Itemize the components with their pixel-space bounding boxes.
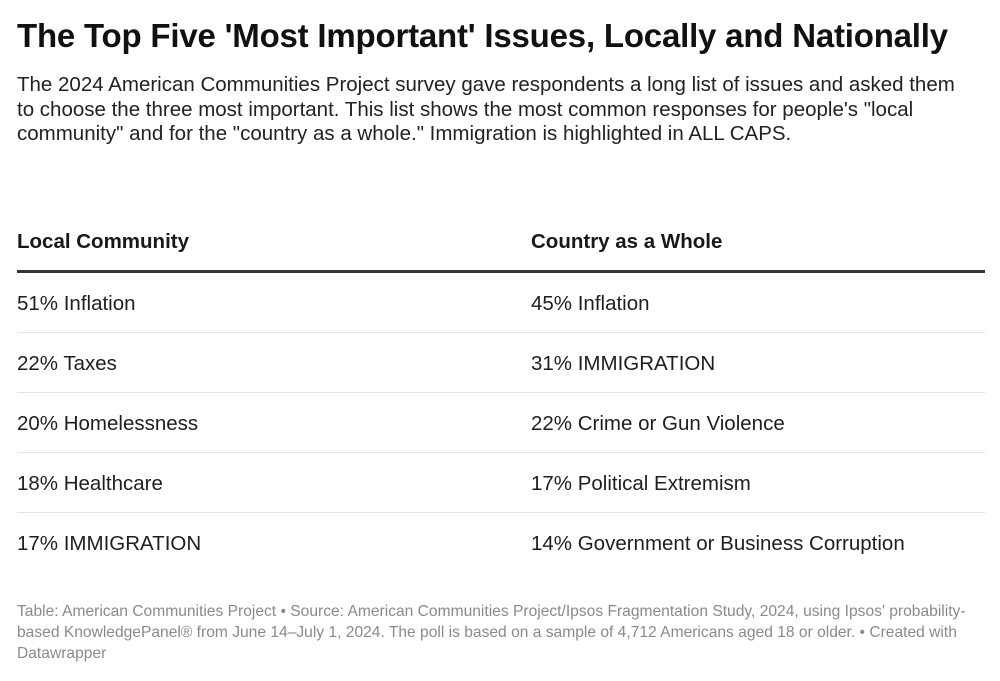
table-cell-national: 45% Inflation bbox=[531, 291, 650, 315]
table-body: 51% Inflation 45% Inflation 22% Taxes 31… bbox=[17, 273, 985, 572]
chart-subtitle: The 2024 American Communities Project su… bbox=[17, 73, 955, 146]
table-cell-local: 20% Homelessness bbox=[17, 411, 199, 435]
issues-table: Local Community Country as a Whole 51% I… bbox=[17, 222, 985, 572]
table-row: 20% Homelessness 22% Crime or Gun Violen… bbox=[17, 393, 985, 453]
chart-title: The Top Five 'Most Important' Issues, Lo… bbox=[17, 17, 948, 54]
column-header-local-community: Local Community bbox=[17, 230, 189, 253]
table-cell-local: 22% Taxes bbox=[17, 351, 117, 375]
table-row: 22% Taxes 31% IMMIGRATION bbox=[17, 333, 985, 393]
source-footnote: Table: American Communities Project • So… bbox=[17, 603, 966, 663]
table-cell-local: 17% IMMIGRATION bbox=[17, 531, 202, 555]
table-cell-national: 31% IMMIGRATION bbox=[531, 351, 716, 375]
table-row: 18% Healthcare 17% Political Extremism bbox=[17, 453, 985, 513]
table-cell-national: 14% Government or Business Corruption bbox=[531, 531, 905, 555]
table-cell-local: 18% Healthcare bbox=[17, 471, 163, 495]
table-cell-national: 22% Crime or Gun Violence bbox=[531, 411, 785, 435]
table-cell-local: 51% Inflation bbox=[17, 291, 136, 315]
table-cell-national: 17% Political Extremism bbox=[531, 471, 751, 495]
table-row: 51% Inflation 45% Inflation bbox=[17, 273, 985, 333]
table-row: 17% IMMIGRATION 14% Government or Busine… bbox=[17, 513, 985, 572]
table-header: Local Community Country as a Whole bbox=[17, 222, 985, 273]
column-header-country-as-a-whole: Country as a Whole bbox=[531, 230, 723, 253]
